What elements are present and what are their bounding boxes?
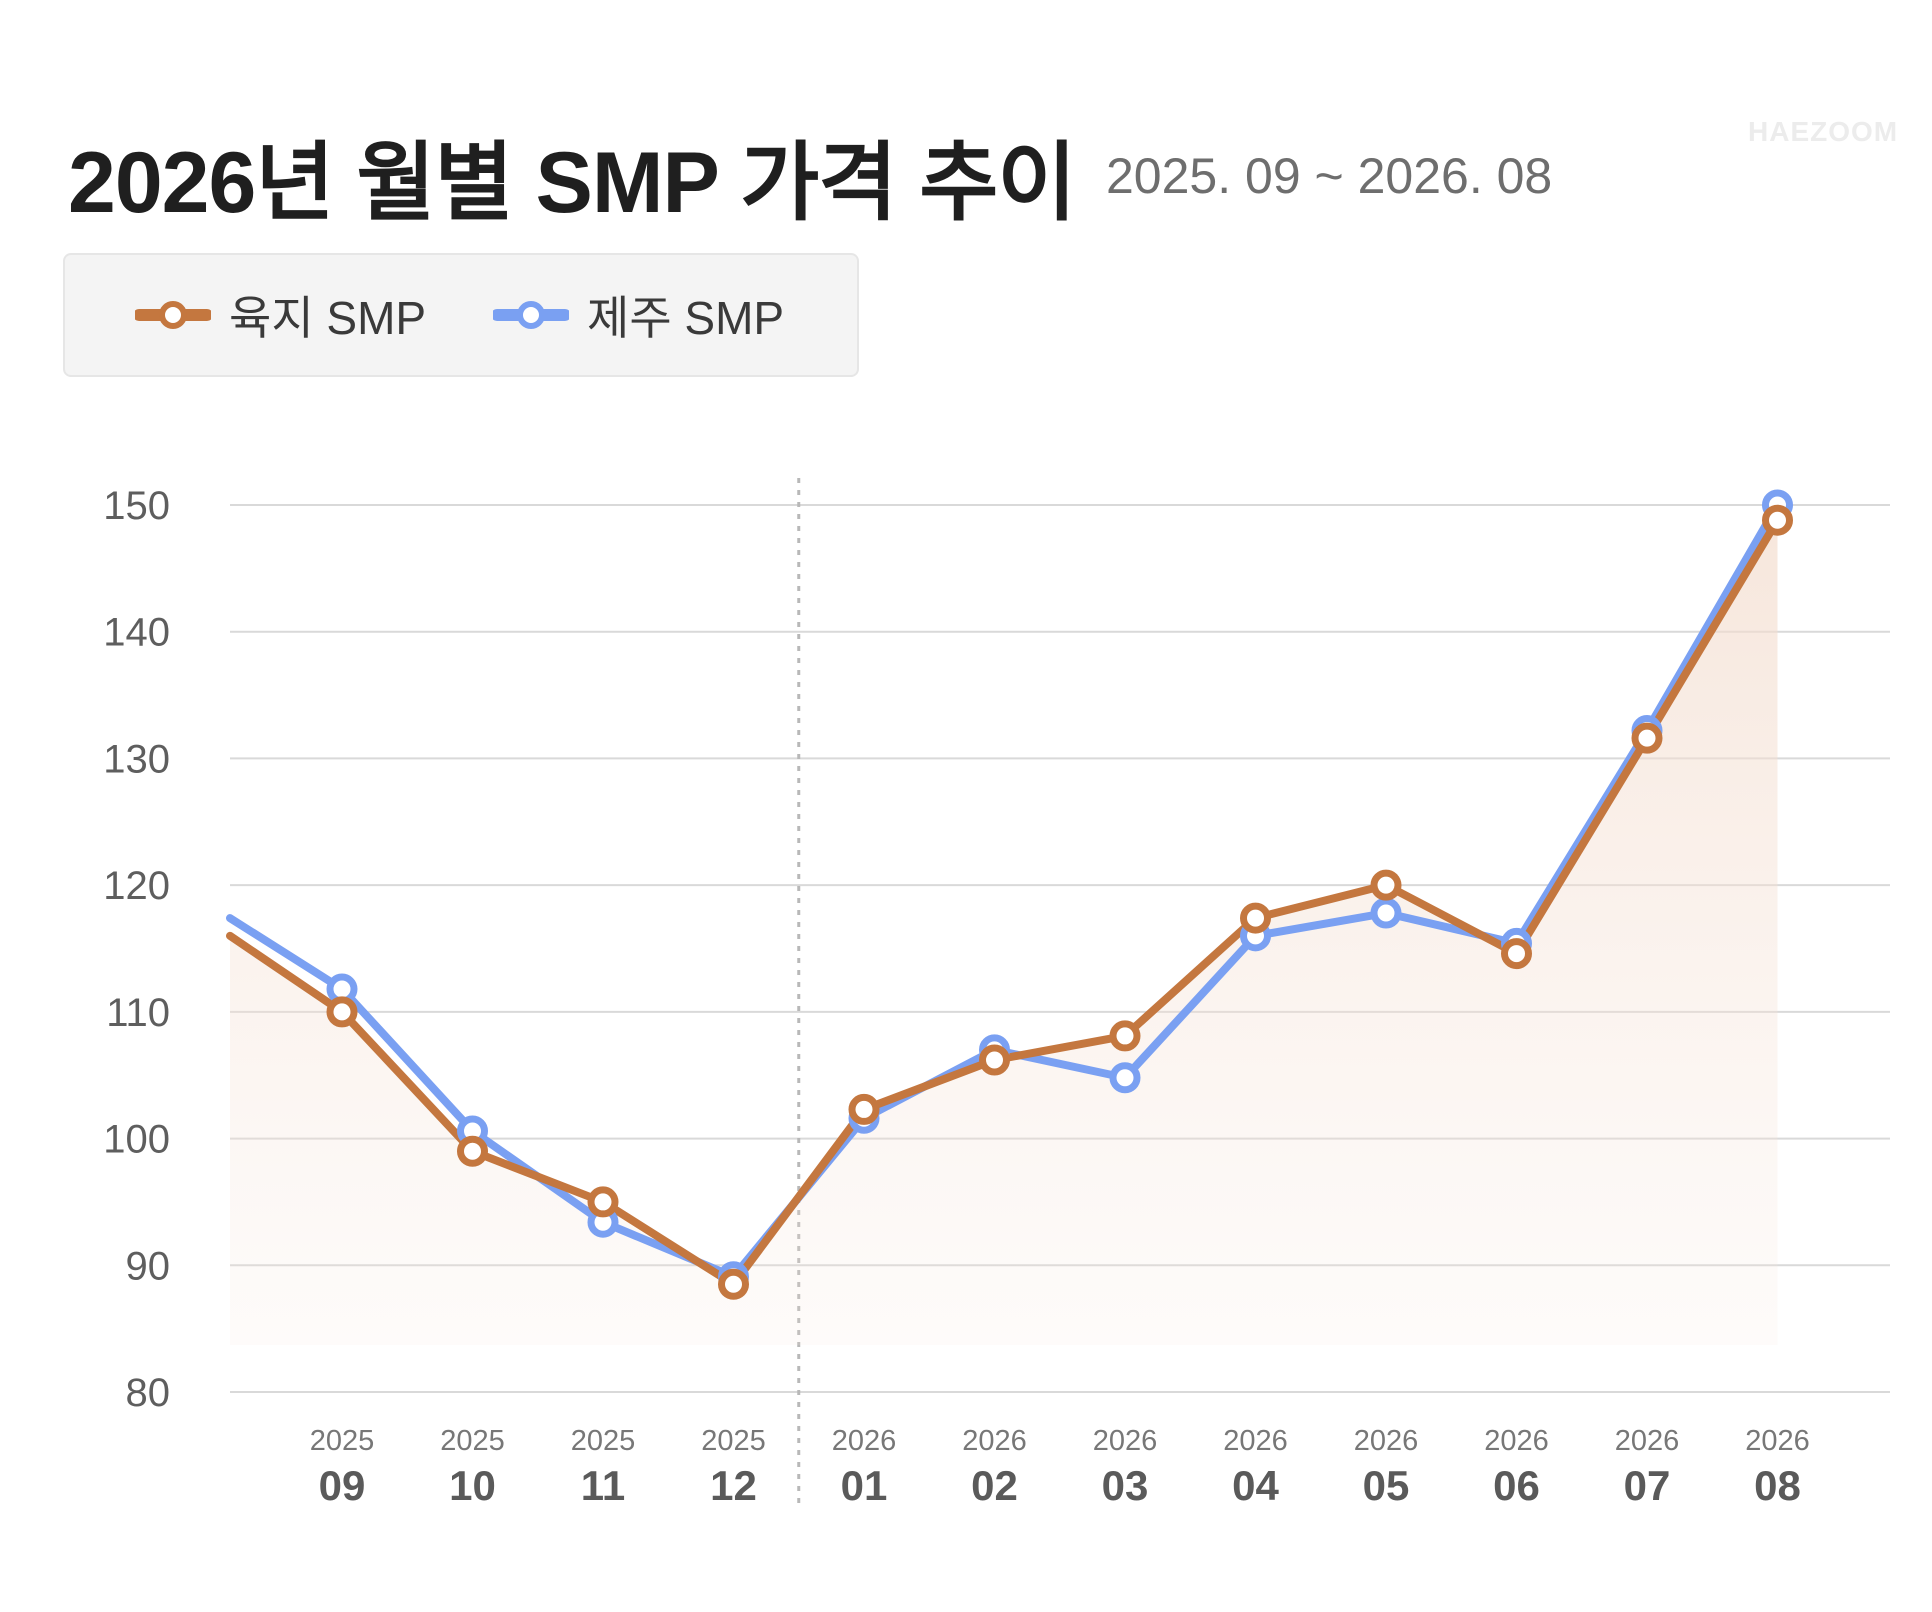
- x-tick-year-1: 2025: [440, 1425, 505, 1457]
- x-tick-month-0: 09: [319, 1462, 366, 1509]
- y-tick-label-150: 150: [103, 484, 170, 528]
- legend-marker-jeju-icon: [493, 301, 569, 329]
- x-tick-year-0: 2025: [310, 1425, 375, 1457]
- x-tick-month-5: 02: [971, 1462, 1018, 1509]
- x-tick-year-11: 2026: [1745, 1425, 1810, 1457]
- x-tick-month-10: 07: [1624, 1462, 1671, 1509]
- x-tick-month-3: 12: [710, 1462, 757, 1509]
- data-point-series-0-0: [326, 996, 358, 1028]
- y-tick-label-140: 140: [103, 611, 170, 655]
- legend-item-land[interactable]: 육지 SMP: [135, 285, 426, 345]
- x-tick-year-7: 2026: [1223, 1425, 1288, 1457]
- data-point-series-0-10: [1631, 722, 1663, 754]
- x-tick-month-4: 01: [841, 1462, 888, 1509]
- legend-item-jeju[interactable]: 제주 SMP: [493, 285, 784, 345]
- data-point-series-0-2: [587, 1186, 619, 1218]
- x-tick-year-4: 2026: [832, 1425, 897, 1457]
- data-point-series-0-4: [848, 1093, 880, 1125]
- x-tick-month-8: 05: [1363, 1462, 1410, 1509]
- x-tick-month-9: 06: [1493, 1462, 1540, 1509]
- data-point-series-0-11: [1762, 504, 1793, 536]
- x-tick-month-1: 10: [449, 1462, 496, 1509]
- data-point-series-0-1: [457, 1135, 488, 1167]
- area-fill-series-0: [230, 520, 1778, 1345]
- chart-legend: 육지 SMP 제주 SMP: [63, 253, 859, 377]
- x-tick-year-10: 2026: [1615, 1425, 1680, 1457]
- x-tick-year-8: 2026: [1354, 1425, 1419, 1457]
- y-tick-label-110: 110: [106, 991, 170, 1035]
- y-tick-label-90: 90: [126, 1244, 171, 1288]
- data-point-series-0-5: [979, 1044, 1010, 1076]
- y-tick-label-80: 80: [126, 1371, 171, 1415]
- date-range-subtitle: 2025. 09 ~ 2026. 08: [1106, 148, 1553, 204]
- x-tick-year-6: 2026: [1093, 1425, 1158, 1457]
- x-tick-month-2: 11: [581, 1462, 625, 1509]
- legend-label-jeju: 제주 SMP: [587, 292, 785, 344]
- x-tick-month-11: 08: [1754, 1462, 1801, 1509]
- page-title: 2026년 월별 SMP 가격 추이: [68, 135, 1077, 231]
- x-tick-year-3: 2025: [701, 1425, 766, 1457]
- data-point-series-0-3: [718, 1268, 749, 1300]
- data-point-series-1-6: [1109, 1062, 1141, 1094]
- data-point-series-0-8: [1370, 869, 1402, 901]
- x-tick-year-5: 2026: [962, 1425, 1027, 1457]
- x-tick-month-6: 03: [1102, 1462, 1149, 1509]
- data-point-series-0-6: [1109, 1020, 1141, 1052]
- x-tick-year-9: 2026: [1484, 1425, 1549, 1457]
- y-tick-label-120: 120: [103, 864, 170, 908]
- legend-marker-land-icon: [135, 301, 211, 329]
- legend-label-land: 육지 SMP: [229, 292, 427, 344]
- y-tick-label-100: 100: [103, 1118, 170, 1162]
- data-point-series-0-9: [1501, 938, 1532, 970]
- x-tick-year-2: 2025: [571, 1425, 636, 1457]
- x-tick-month-7: 04: [1232, 1462, 1279, 1509]
- data-point-series-1-8: [1370, 897, 1402, 929]
- brand-watermark: HAEZOOM: [1748, 116, 1899, 147]
- y-tick-label-130: 130: [103, 737, 170, 781]
- data-point-series-0-7: [1240, 902, 1271, 934]
